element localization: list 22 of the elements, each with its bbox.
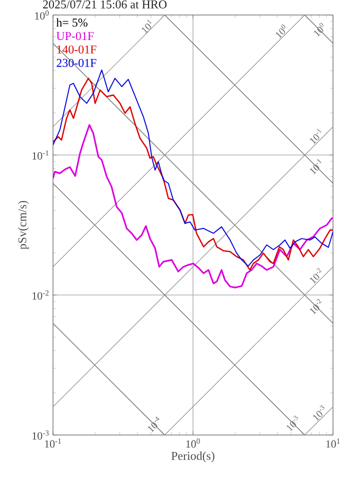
y-tick-label: 10$^{-1}$ [32,150,49,160]
legend-title: h= 5% [56,18,88,27]
annotation: 10$^{-1}$ [310,159,322,174]
annotation: 10$^{-2}$ [310,298,322,314]
annotation: 10$^{0}$ [314,22,324,37]
annotation: 10$^{-3}$ [286,416,298,432]
y-axis-title: pSv(cm/s) [18,200,29,250]
annotation: 10$^{1}$ [142,20,152,34]
annotation: 10$^{-4}$ [148,416,160,432]
x-tick-label: 10$^{0}$ [186,438,200,448]
y-tick-label: 10$^{-2}$ [32,290,49,300]
text: UP-01F [56,32,94,40]
chart-title: 2025/07/21 15:06 at HRO [43,0,167,9]
x-axis-title: Period(s) [171,452,214,462]
annotation: 10$^{-2}$ [310,268,322,284]
x-tick-label: 10$^{1}$ [326,438,340,448]
y-tick-label: 10$^{-3}$ [32,430,49,440]
y-tick-label: 10$^{0}$ [35,10,49,20]
annotation: 10$^{0}$ [276,24,286,38]
annotation: 10$^{-3}$ [313,405,324,421]
annotation: 10$^{-1}$ [310,128,322,144]
x-tick-label: 10$^{-1}$ [45,438,61,448]
